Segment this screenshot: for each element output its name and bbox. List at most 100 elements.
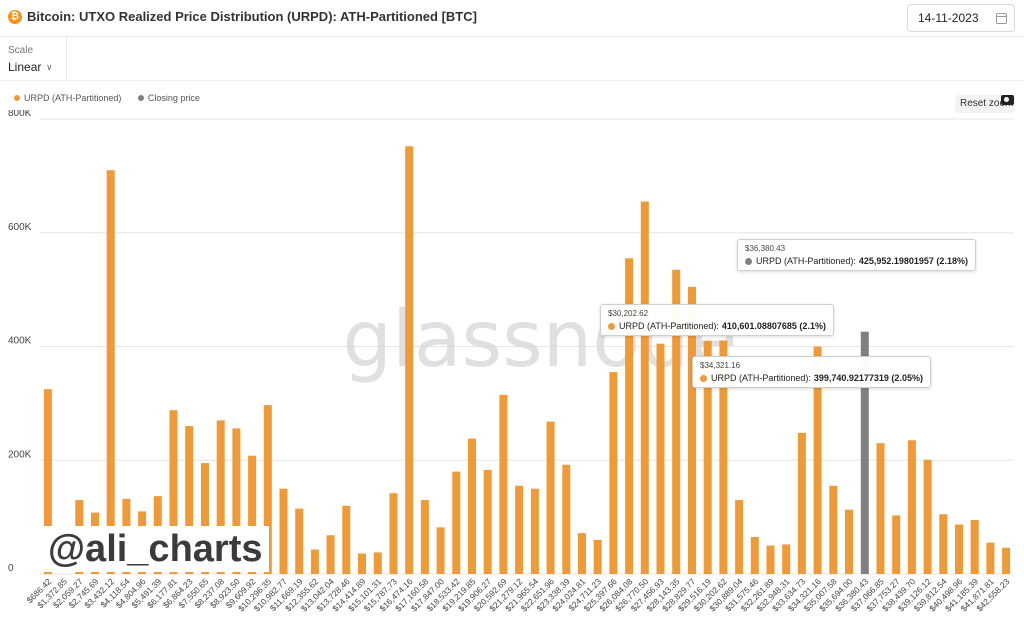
bar[interactable] bbox=[719, 340, 728, 575]
chart-legend: URPD (ATH-Partitioned) Closing price bbox=[14, 93, 214, 103]
bar[interactable] bbox=[326, 535, 335, 574]
bar[interactable] bbox=[1002, 547, 1011, 574]
bar[interactable] bbox=[703, 340, 712, 574]
bar[interactable] bbox=[813, 346, 822, 574]
tooltip-series: URPD (ATH-Partitioned): bbox=[619, 321, 719, 331]
bar[interactable] bbox=[405, 146, 414, 575]
bar[interactable] bbox=[483, 469, 492, 574]
bar[interactable] bbox=[939, 514, 948, 574]
bar[interactable] bbox=[468, 438, 476, 574]
bar[interactable] bbox=[515, 485, 524, 574]
tooltip-series: URPD (ATH-Partitioned): bbox=[756, 256, 856, 266]
legend-label-closing-price: Closing price bbox=[147, 93, 200, 103]
bar[interactable] bbox=[640, 201, 649, 575]
tooltip-bar-30202: $30,202.62 URPD (ATH-Partitioned): 410,6… bbox=[600, 304, 834, 336]
bar[interactable] bbox=[609, 372, 618, 574]
bitcoin-icon: ₿ bbox=[8, 10, 22, 24]
bar[interactable] bbox=[216, 420, 225, 574]
bar[interactable] bbox=[625, 258, 634, 574]
bar[interactable] bbox=[169, 410, 178, 574]
bar[interactable] bbox=[923, 459, 932, 574]
chart-title: Bitcoin: UTXO Realized Price Distributio… bbox=[27, 9, 477, 24]
bar[interactable] bbox=[593, 539, 602, 574]
chevron-down-icon[interactable]: ∨ bbox=[46, 62, 53, 72]
bar[interactable] bbox=[907, 440, 916, 574]
tooltip-series: URPD (ATH-Partitioned): bbox=[711, 373, 811, 383]
legend-item-closing-price[interactable]: Closing price bbox=[137, 93, 200, 103]
bar[interactable] bbox=[310, 549, 319, 575]
bar[interactable] bbox=[201, 463, 209, 574]
legend-dot-closing-price bbox=[137, 95, 144, 101]
bar[interactable] bbox=[248, 455, 257, 574]
tooltip-dot bbox=[745, 257, 752, 265]
tooltip-bar-34321: $34,321.16 URPD (ATH-Partitioned): 399,7… bbox=[692, 356, 931, 388]
bar[interactable] bbox=[829, 485, 838, 574]
bar[interactable] bbox=[263, 405, 272, 574]
x-axis: $686.42$1,372.85$2,059.27$2,745.69$3,432… bbox=[25, 576, 1012, 613]
bar[interactable] bbox=[578, 533, 586, 574]
tooltip-row: URPD (ATH-Partitioned): 399,740.92177319… bbox=[700, 373, 923, 383]
scale-selector[interactable]: Scale Linear ∨ bbox=[0, 37, 67, 80]
divider bbox=[0, 80, 1024, 81]
tooltip-closing-price: $36,380.43 URPD (ATH-Partitioned): 425,9… bbox=[737, 239, 976, 271]
tooltip-row: URPD (ATH-Partitioned): 425,952.19801957… bbox=[745, 256, 968, 266]
tooltip-price: $30,202.62 bbox=[608, 309, 649, 318]
legend-dot-urpd bbox=[14, 95, 20, 101]
bar[interactable] bbox=[782, 544, 791, 574]
reset-zoom-button[interactable]: Reset zoom bbox=[955, 95, 1015, 113]
bar[interactable] bbox=[986, 542, 995, 574]
bar[interactable] bbox=[389, 493, 398, 574]
bar[interactable] bbox=[970, 520, 979, 574]
tooltip-value: 410,601.08807685 (2.1%) bbox=[721, 321, 826, 331]
camera-icon[interactable] bbox=[1001, 95, 1014, 105]
calendar-icon[interactable] bbox=[996, 13, 1007, 24]
tooltip-dot bbox=[700, 374, 707, 382]
bar[interactable] bbox=[672, 269, 681, 574]
bar[interactable] bbox=[452, 471, 461, 574]
bar[interactable] bbox=[499, 394, 508, 574]
bar[interactable] bbox=[185, 426, 194, 574]
y-tick-label: 0 bbox=[8, 563, 14, 574]
bar[interactable] bbox=[955, 524, 963, 575]
y-tick-label: 600K bbox=[8, 222, 32, 233]
bar[interactable] bbox=[892, 515, 901, 574]
bar[interactable] bbox=[562, 464, 571, 574]
bar[interactable] bbox=[656, 343, 665, 574]
date-picker[interactable]: 14-11-2023 bbox=[907, 4, 1015, 32]
chart-header: ₿ Bitcoin: UTXO Realized Price Distribut… bbox=[0, 0, 1024, 37]
bar[interactable] bbox=[766, 545, 775, 574]
bar[interactable] bbox=[342, 505, 351, 575]
bar[interactable] bbox=[43, 389, 52, 574]
bar[interactable] bbox=[735, 500, 744, 574]
bar[interactable] bbox=[436, 527, 445, 574]
tooltip-value: 399,740.92177319 (2.05%) bbox=[813, 373, 923, 383]
bar[interactable] bbox=[358, 553, 366, 575]
bar[interactable] bbox=[688, 286, 696, 574]
bar[interactable] bbox=[845, 509, 853, 574]
date-value: 14-11-2023 bbox=[918, 11, 979, 25]
tooltip-row: URPD (ATH-Partitioned): 410,601.08807685… bbox=[608, 321, 826, 331]
y-tick-label: 800K bbox=[8, 110, 32, 119]
tooltip-price: $34,321.16 bbox=[700, 361, 741, 370]
scale-value[interactable]: Linear bbox=[8, 60, 42, 74]
tooltip-price: $36,380.43 bbox=[745, 244, 786, 253]
bar[interactable] bbox=[546, 421, 555, 574]
bar[interactable] bbox=[750, 537, 759, 574]
bar[interactable] bbox=[373, 552, 382, 574]
bar[interactable] bbox=[530, 488, 539, 574]
legend-item-urpd[interactable]: URPD (ATH-Partitioned) bbox=[14, 93, 121, 103]
tooltip-value: 425,952.19801957 (2.18%) bbox=[858, 256, 968, 266]
legend-label-urpd: URPD (ATH-Partitioned) bbox=[24, 93, 122, 103]
scale-label: Scale bbox=[8, 45, 34, 56]
y-tick-label: 400K bbox=[8, 336, 32, 347]
tooltip-dot bbox=[608, 322, 615, 330]
bar[interactable] bbox=[876, 443, 885, 574]
bar[interactable] bbox=[279, 488, 288, 574]
bar[interactable] bbox=[106, 170, 115, 574]
bar[interactable] bbox=[797, 432, 806, 574]
bar[interactable] bbox=[232, 428, 241, 574]
bar[interactable] bbox=[295, 508, 304, 574]
author-handle: @ali_charts bbox=[42, 526, 269, 572]
bar[interactable] bbox=[420, 500, 429, 574]
bar[interactable] bbox=[860, 331, 869, 574]
